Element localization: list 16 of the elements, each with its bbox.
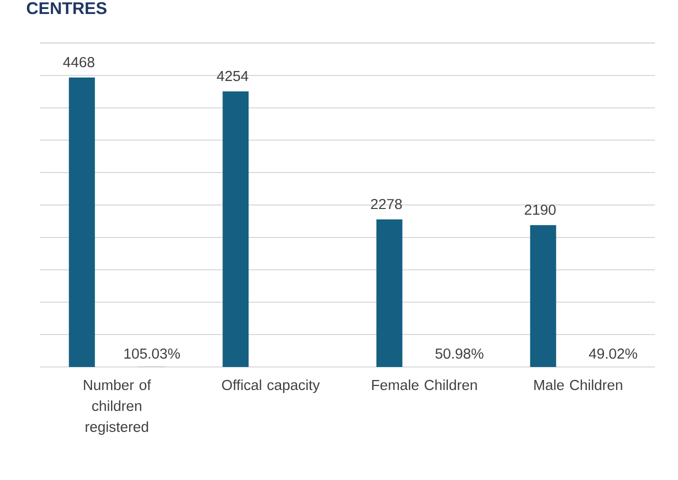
- data-label: 4254: [216, 70, 248, 82]
- data-label: 2278: [371, 198, 402, 210]
- bar: [68, 77, 95, 367]
- bar: [530, 225, 556, 367]
- data-label: 50.98%: [435, 348, 484, 359]
- x-tick-label: Male Children: [534, 380, 622, 390]
- bar: [222, 91, 249, 367]
- chart-title: CENTRES: [26, 2, 106, 14]
- data-label: 49.02%: [588, 348, 638, 359]
- x-tick-label: Number of children registered: [84, 380, 152, 435]
- x-tick-label: Female Children: [372, 380, 477, 390]
- x-tick-label: Offical capacity: [222, 380, 320, 393]
- data-label: 2190: [524, 204, 556, 215]
- data-label: 105.03%: [124, 348, 180, 359]
- bar: [376, 219, 402, 367]
- data-label: 4468: [63, 57, 94, 68]
